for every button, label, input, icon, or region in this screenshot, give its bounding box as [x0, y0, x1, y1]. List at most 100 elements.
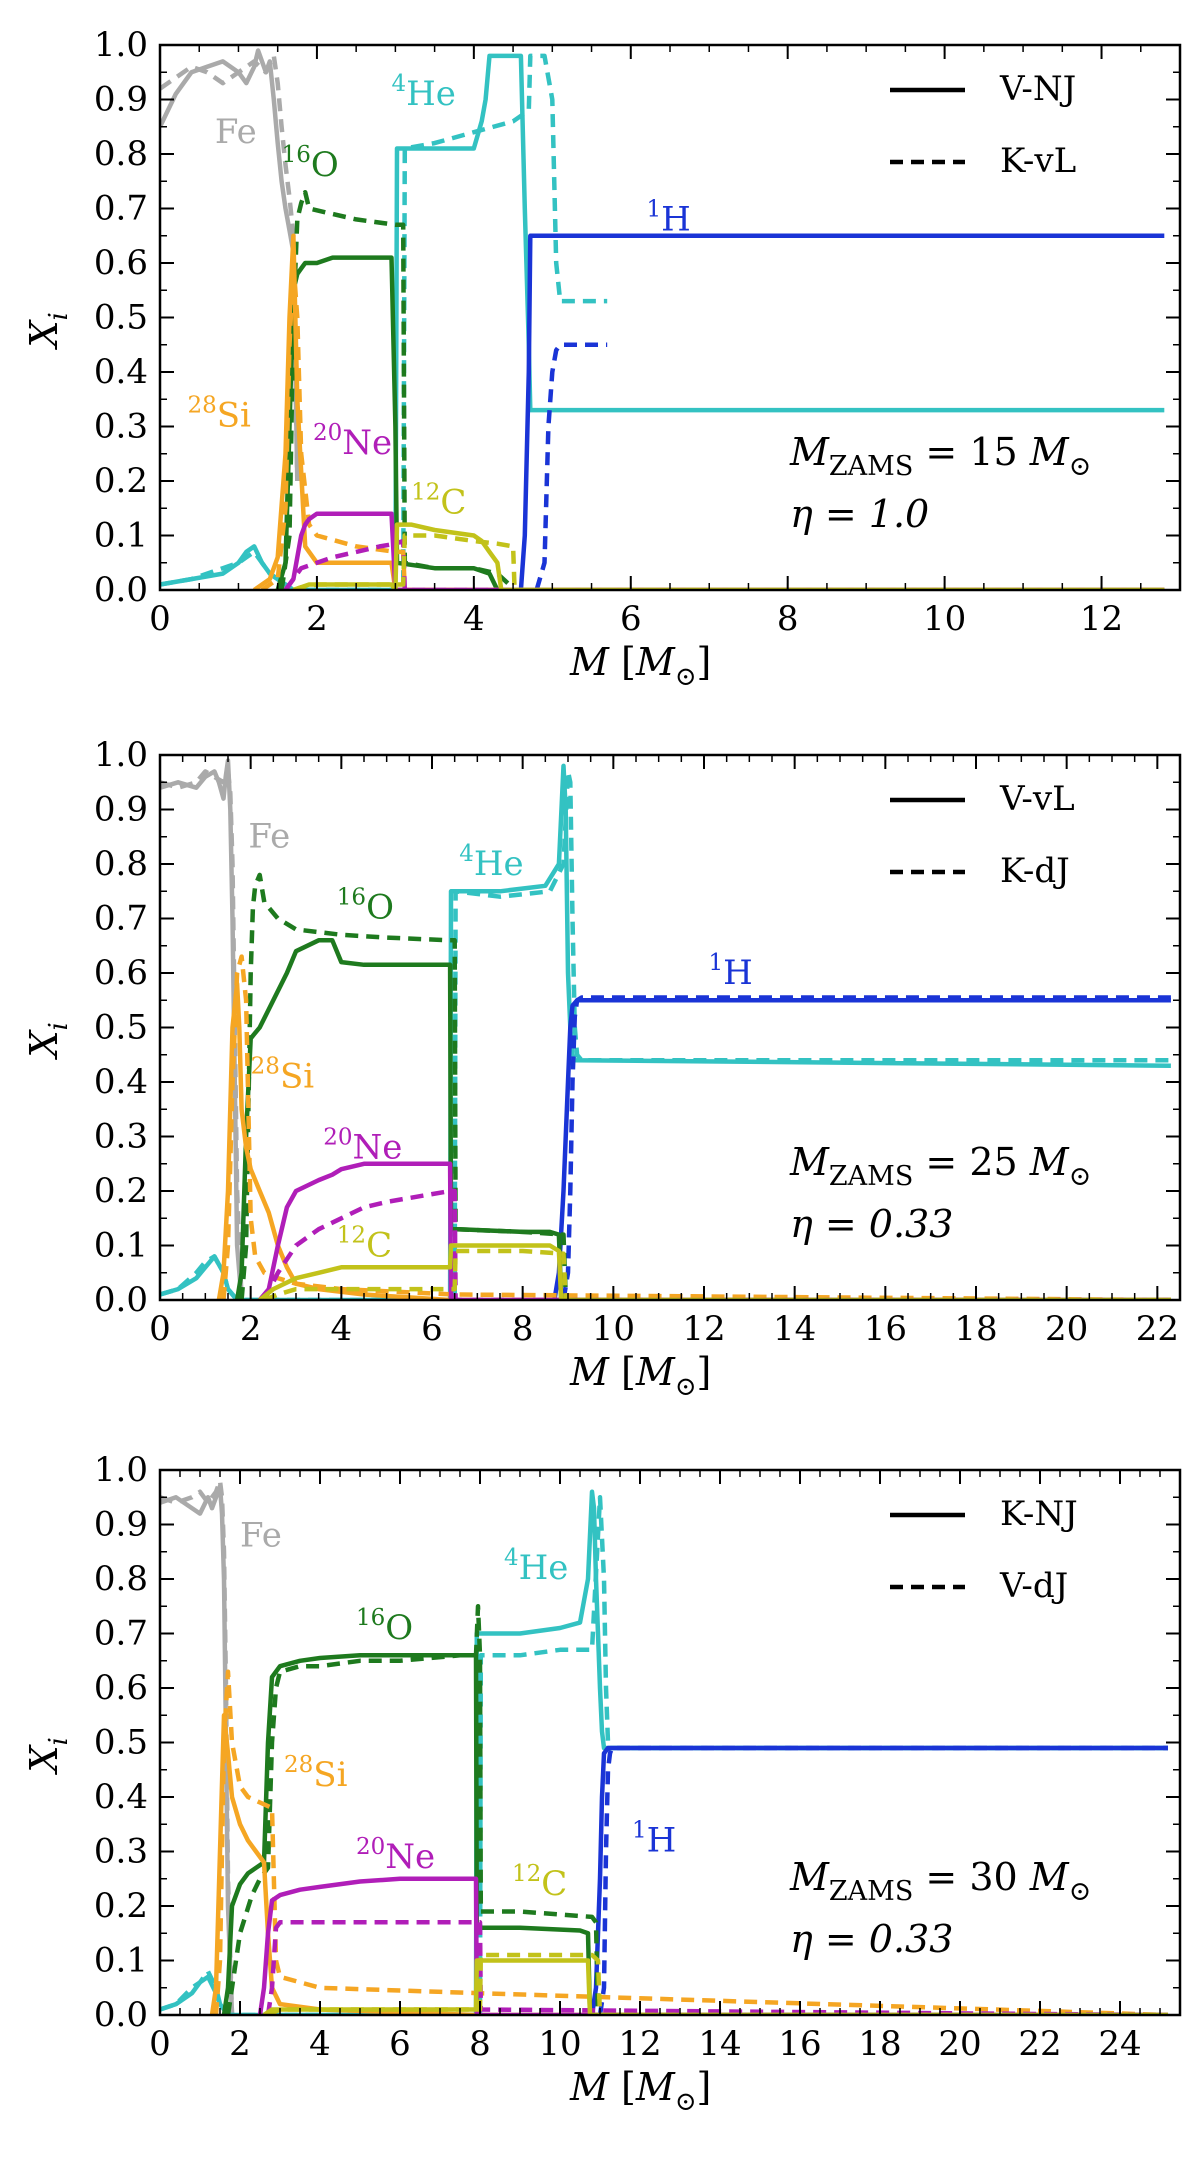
- series-He4-dashed: [160, 1495, 1168, 2015]
- y-axis-label-main: X: [22, 1029, 66, 1061]
- isotope-label-mass: 28: [251, 1053, 280, 1079]
- isotope-label-name: He: [406, 74, 456, 114]
- isotope-label-name: C: [366, 1225, 392, 1265]
- series-O16-solid: [275, 255, 1165, 590]
- annotation-eq: = 15: [913, 430, 1029, 474]
- isotope-label-name: H: [661, 199, 691, 239]
- x-tick-label: 10: [538, 2024, 581, 2064]
- annotation-m-sub: ZAMS: [829, 1876, 913, 1907]
- y-tick-label: 0.6: [94, 953, 148, 993]
- isotope-label-He: 4He: [504, 1545, 568, 1588]
- y-tick-label: 0.3: [94, 1832, 148, 1872]
- series-Fe-dashed: [160, 53, 300, 482]
- x-tick-label: 4: [331, 1309, 353, 1349]
- isotope-label-name: He: [474, 844, 524, 884]
- isotope-label-mass: 1: [709, 950, 724, 976]
- x-axis-label-unit: M: [635, 2065, 676, 2109]
- y-tick-label: 0.0: [94, 1995, 148, 2035]
- isotope-label-Ne: 20Ne: [313, 420, 392, 463]
- x-axis-label-unit: M: [635, 1350, 676, 1394]
- isotope-label-name: Si: [313, 1755, 347, 1795]
- isotope-label-mass: 16: [337, 885, 366, 911]
- annotation-eta: η = 0.33: [790, 1202, 953, 1246]
- legend-solid-label: V-NJ: [999, 69, 1076, 109]
- annotation-unit-sub: ⊙: [1069, 1876, 1092, 1907]
- x-tick-label: 0: [149, 1309, 171, 1349]
- x-tick-label: 10: [923, 599, 966, 639]
- y-tick-label: 0.9: [94, 80, 148, 120]
- isotope-label-name: Fe: [248, 817, 290, 857]
- series-H1-dashed: [597, 1745, 1168, 2015]
- annotation-m: M: [789, 430, 830, 474]
- y-tick-label: 0.4: [94, 352, 148, 392]
- series-Ne20-solid: [257, 1161, 1171, 1300]
- annotation-eta: η = 1.0: [790, 492, 929, 536]
- y-tick-label: 0.8: [94, 844, 148, 884]
- x-axis-label-main: M: [569, 1350, 610, 1394]
- y-axis-label-sub: i: [44, 1022, 74, 1030]
- y-tick-label: 0.7: [94, 1614, 148, 1654]
- series-O16-dashed: [225, 1604, 1168, 2015]
- x-axis-label-unit: M: [635, 640, 676, 684]
- x-tick-label: 4: [309, 2024, 331, 2064]
- y-tick-label: 0.8: [94, 134, 148, 174]
- y-tick-label: 0.6: [94, 1668, 148, 1708]
- x-tick-label: 20: [1045, 1309, 1088, 1349]
- isotope-label-name: Ne: [342, 423, 392, 463]
- series-O16-dashed: [279, 189, 1165, 590]
- isotope-label-Fe: Fe: [248, 817, 290, 857]
- x-axis-bracket-open: [: [609, 640, 636, 684]
- legend-solid-label: V-vL: [999, 779, 1075, 819]
- x-tick-label: 6: [389, 2024, 411, 2064]
- series-He4-dashed: [160, 53, 608, 590]
- series-C12-dashed: [292, 533, 1165, 590]
- annotation-unit: M: [1029, 1140, 1070, 1184]
- isotope-label-name: H: [647, 1821, 677, 1861]
- x-axis-label: M [M⊙]: [569, 2065, 711, 2117]
- series-Si28-dashed: [260, 260, 1165, 590]
- isotope-label-H: 1H: [646, 196, 690, 239]
- y-tick-label: 0.6: [94, 243, 148, 283]
- x-tick-label: 12: [618, 2024, 661, 2064]
- series-C12-dashed: [267, 1952, 1168, 2015]
- y-axis-label-main: X: [22, 1744, 66, 1776]
- y-tick-label: 0.0: [94, 1280, 148, 1320]
- y-tick-label: 0.5: [94, 1723, 148, 1763]
- series-O16-dashed: [239, 872, 1171, 1300]
- annotation-mzams: MZAMS = 15 M⊙: [789, 430, 1091, 482]
- isotope-label-O: 16O: [282, 142, 339, 185]
- isotope-label-O: 16O: [356, 1605, 413, 1648]
- series-group: [160, 48, 1165, 590]
- isotope-label-mass: 28: [284, 1752, 313, 1778]
- y-tick-label: 0.1: [94, 1226, 148, 1266]
- series-H1-solid: [589, 1745, 1168, 2015]
- annotation-unit: M: [1029, 1855, 1070, 1899]
- legend-dashed-label: K-vL: [1000, 141, 1076, 181]
- x-tick-label: 16: [778, 2024, 821, 2064]
- chart-panel-top: 0 2 4 6 8 10 12 0.0 0.1 0.2 0.3 0.4 0.5 0.6 0.7 0.8 0.9 1…: [22, 25, 1182, 692]
- series-H1-dashed: [561, 995, 1171, 1300]
- x-tick-label: 2: [306, 599, 328, 639]
- isotope-label-name: O: [366, 888, 394, 928]
- annotation-m-sub: ZAMS: [829, 451, 913, 482]
- isotope-label-mass: 4: [391, 71, 406, 97]
- x-tick-label: 20: [938, 2024, 981, 2064]
- y-tick-label: 0.3: [94, 1117, 148, 1157]
- isotope-label-C: 12C: [337, 1222, 392, 1265]
- annotation-eq: = 30: [913, 1855, 1029, 1899]
- isotope-label-name: Fe: [240, 1515, 282, 1555]
- y-tick-label: 0.2: [94, 1886, 148, 1926]
- isotope-label-name: C: [541, 1864, 567, 1904]
- x-tick-label: 8: [512, 1309, 534, 1349]
- series-Fe-solid: [160, 758, 244, 1300]
- isotope-label-C: 12C: [512, 1861, 567, 1904]
- isotope-label-He: 4He: [391, 71, 455, 114]
- isotope-label-Si: 28Si: [251, 1053, 315, 1096]
- x-tick-label: 18: [954, 1309, 997, 1349]
- x-tick-label: 6: [620, 599, 642, 639]
- x-tick-label: 14: [773, 1309, 816, 1349]
- x-axis-label-unit-sub: ⊙: [675, 662, 697, 692]
- y-tick-label: 0.9: [94, 1505, 148, 1545]
- x-tick-label: 14: [698, 2024, 741, 2064]
- isotope-label-name: C: [440, 483, 466, 523]
